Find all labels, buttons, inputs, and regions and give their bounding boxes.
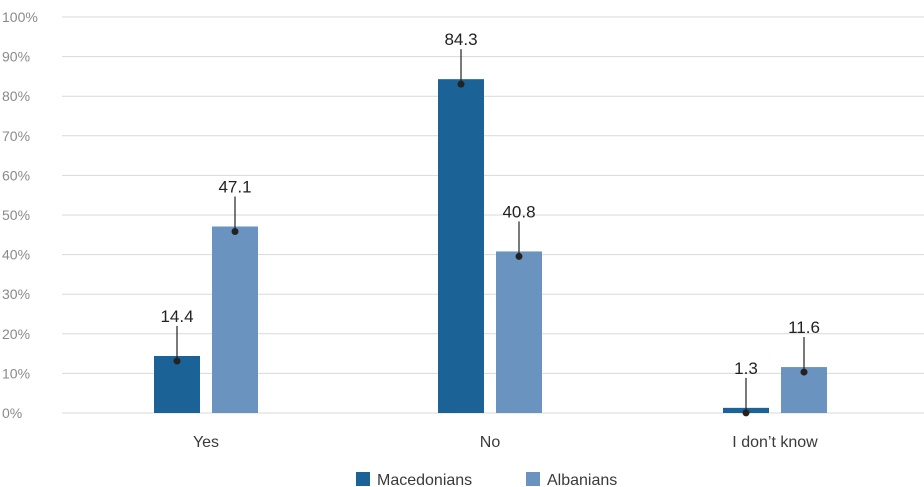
- bars: [154, 79, 827, 413]
- y-tick-label: 10%: [2, 365, 30, 381]
- y-tick-label: 100%: [2, 9, 38, 25]
- legend-swatch: [356, 472, 370, 486]
- label-leader-dot: [742, 409, 750, 417]
- y-tick-label: 50%: [2, 207, 30, 223]
- gridlines: [62, 16, 924, 414]
- data-label: 84.3: [444, 30, 477, 49]
- data-label: 1.3: [734, 359, 758, 378]
- y-tick-label: 80%: [2, 88, 30, 104]
- x-tick-label: Yes: [193, 434, 219, 451]
- category-labels: Yes No I don’t know: [193, 434, 818, 451]
- bar: [438, 79, 484, 413]
- label-leader-dot: [173, 357, 181, 365]
- x-tick-label: I don’t know: [732, 434, 818, 451]
- legend-swatch: [526, 472, 540, 486]
- y-tick-label: 20%: [2, 326, 30, 342]
- bar: [496, 251, 542, 413]
- y-tick-label: 70%: [2, 128, 30, 144]
- legend-item: Macedonians: [356, 472, 472, 487]
- data-label: 47.1: [218, 177, 251, 196]
- y-tick-label: 60%: [2, 167, 30, 183]
- data-label: 40.8: [502, 202, 535, 221]
- label-leader-dot: [800, 368, 808, 376]
- bar: [212, 226, 258, 413]
- x-tick-label: No: [480, 434, 501, 451]
- y-tick-label: 30%: [2, 286, 30, 302]
- y-tick-label: 0%: [2, 405, 22, 421]
- data-labels: 14.4 47.1 84.3 40.8 1.3 11.6: [160, 30, 820, 417]
- y-axis-ticks: 0% 10% 20% 30% 40% 50% 60% 70% 80% 90% 100%: [2, 9, 38, 421]
- bar: [154, 355, 200, 413]
- y-tick-label: 90%: [2, 49, 30, 65]
- legend-item: Albanians: [526, 472, 617, 487]
- label-leader-dot: [457, 80, 465, 88]
- legend-label: Albanians: [547, 472, 617, 487]
- data-label: 11.6: [788, 318, 820, 337]
- label-leader-dot: [231, 227, 239, 235]
- legend-label: Macedonians: [377, 472, 472, 487]
- y-tick-label: 40%: [2, 247, 30, 263]
- data-label: 14.4: [160, 307, 193, 326]
- legend: Macedonians Albanians: [356, 472, 617, 487]
- label-leader-dot: [515, 252, 523, 260]
